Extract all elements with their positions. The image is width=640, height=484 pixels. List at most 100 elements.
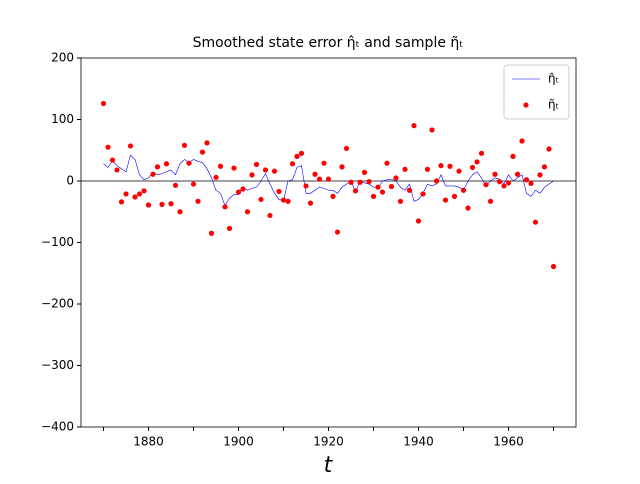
point bbox=[199, 149, 206, 155]
y-tick-label: 100 bbox=[51, 112, 74, 126]
point bbox=[145, 202, 152, 208]
point bbox=[276, 188, 282, 195]
point bbox=[181, 142, 188, 148]
plot-frame bbox=[80, 57, 577, 428]
point bbox=[100, 100, 107, 107]
point bbox=[154, 164, 161, 170]
point bbox=[528, 180, 534, 187]
point bbox=[451, 193, 458, 199]
point bbox=[478, 150, 485, 156]
point bbox=[415, 218, 422, 224]
point bbox=[163, 161, 170, 167]
y-tick-label: −400 bbox=[41, 420, 74, 434]
point bbox=[114, 167, 120, 173]
point bbox=[321, 160, 327, 166]
point bbox=[118, 199, 125, 205]
point bbox=[294, 153, 300, 159]
point bbox=[231, 165, 237, 171]
point bbox=[222, 204, 228, 210]
x-axis-label: t bbox=[324, 453, 334, 478]
point bbox=[406, 187, 413, 193]
point bbox=[307, 200, 314, 206]
point bbox=[168, 201, 174, 207]
point bbox=[501, 183, 507, 189]
y-tick-label: −100 bbox=[41, 235, 74, 249]
point bbox=[213, 174, 219, 180]
point bbox=[411, 123, 417, 129]
point bbox=[195, 198, 201, 204]
point bbox=[420, 191, 426, 197]
point bbox=[325, 176, 332, 182]
point bbox=[303, 183, 309, 189]
chart-title: Smoothed state error η̂ₜ and sample η̃ₜ bbox=[193, 35, 464, 51]
point bbox=[442, 197, 449, 203]
point bbox=[240, 186, 246, 192]
point bbox=[532, 219, 539, 225]
point bbox=[361, 169, 368, 175]
point bbox=[465, 205, 471, 211]
point bbox=[249, 172, 255, 178]
point bbox=[123, 191, 129, 197]
point bbox=[537, 172, 543, 178]
point bbox=[204, 140, 210, 146]
legend-label: η̃ₜ bbox=[548, 98, 559, 112]
point bbox=[186, 160, 192, 166]
point bbox=[357, 179, 363, 185]
point bbox=[339, 164, 345, 170]
legend-label: η̂ₜ bbox=[548, 72, 559, 86]
point bbox=[492, 171, 498, 177]
point bbox=[262, 167, 269, 173]
point bbox=[510, 153, 516, 159]
point bbox=[487, 198, 494, 204]
point bbox=[456, 168, 462, 174]
point bbox=[217, 163, 224, 169]
point bbox=[141, 188, 147, 194]
point bbox=[519, 138, 525, 144]
point bbox=[429, 127, 435, 133]
y-tick-label: 0 bbox=[66, 174, 74, 188]
point bbox=[343, 145, 350, 152]
point bbox=[208, 230, 215, 236]
point bbox=[159, 201, 165, 207]
point bbox=[271, 168, 278, 174]
point bbox=[352, 188, 359, 194]
point bbox=[253, 161, 260, 167]
point bbox=[132, 194, 138, 200]
point bbox=[379, 189, 386, 195]
point bbox=[366, 179, 372, 185]
point bbox=[172, 182, 179, 188]
point bbox=[316, 176, 323, 182]
point bbox=[505, 180, 512, 186]
y-tick-label: −300 bbox=[41, 358, 74, 372]
point bbox=[496, 179, 503, 185]
point bbox=[334, 229, 341, 235]
point bbox=[550, 263, 557, 270]
legend-box bbox=[503, 64, 570, 120]
point bbox=[438, 163, 444, 169]
point bbox=[150, 171, 156, 177]
point bbox=[190, 181, 197, 187]
y-tick-label: −200 bbox=[41, 297, 74, 311]
point bbox=[330, 193, 336, 199]
point bbox=[541, 164, 548, 170]
point bbox=[109, 157, 116, 163]
y-tick-label: 200 bbox=[51, 51, 74, 65]
point bbox=[285, 198, 291, 204]
point bbox=[136, 191, 143, 197]
point bbox=[235, 189, 242, 195]
point bbox=[375, 184, 381, 190]
x-tick-label: 1960 bbox=[493, 435, 524, 449]
point bbox=[258, 196, 264, 203]
point bbox=[388, 183, 395, 190]
x-tick-label: 1900 bbox=[223, 435, 254, 449]
point bbox=[298, 150, 305, 156]
x-tick-label: 1880 bbox=[133, 435, 164, 449]
line bbox=[103, 154, 554, 207]
point bbox=[105, 144, 111, 150]
point bbox=[483, 182, 489, 188]
point bbox=[384, 160, 390, 166]
point bbox=[127, 143, 134, 149]
x-tick-label: 1920 bbox=[313, 435, 344, 449]
point bbox=[514, 171, 521, 177]
point bbox=[312, 171, 318, 177]
